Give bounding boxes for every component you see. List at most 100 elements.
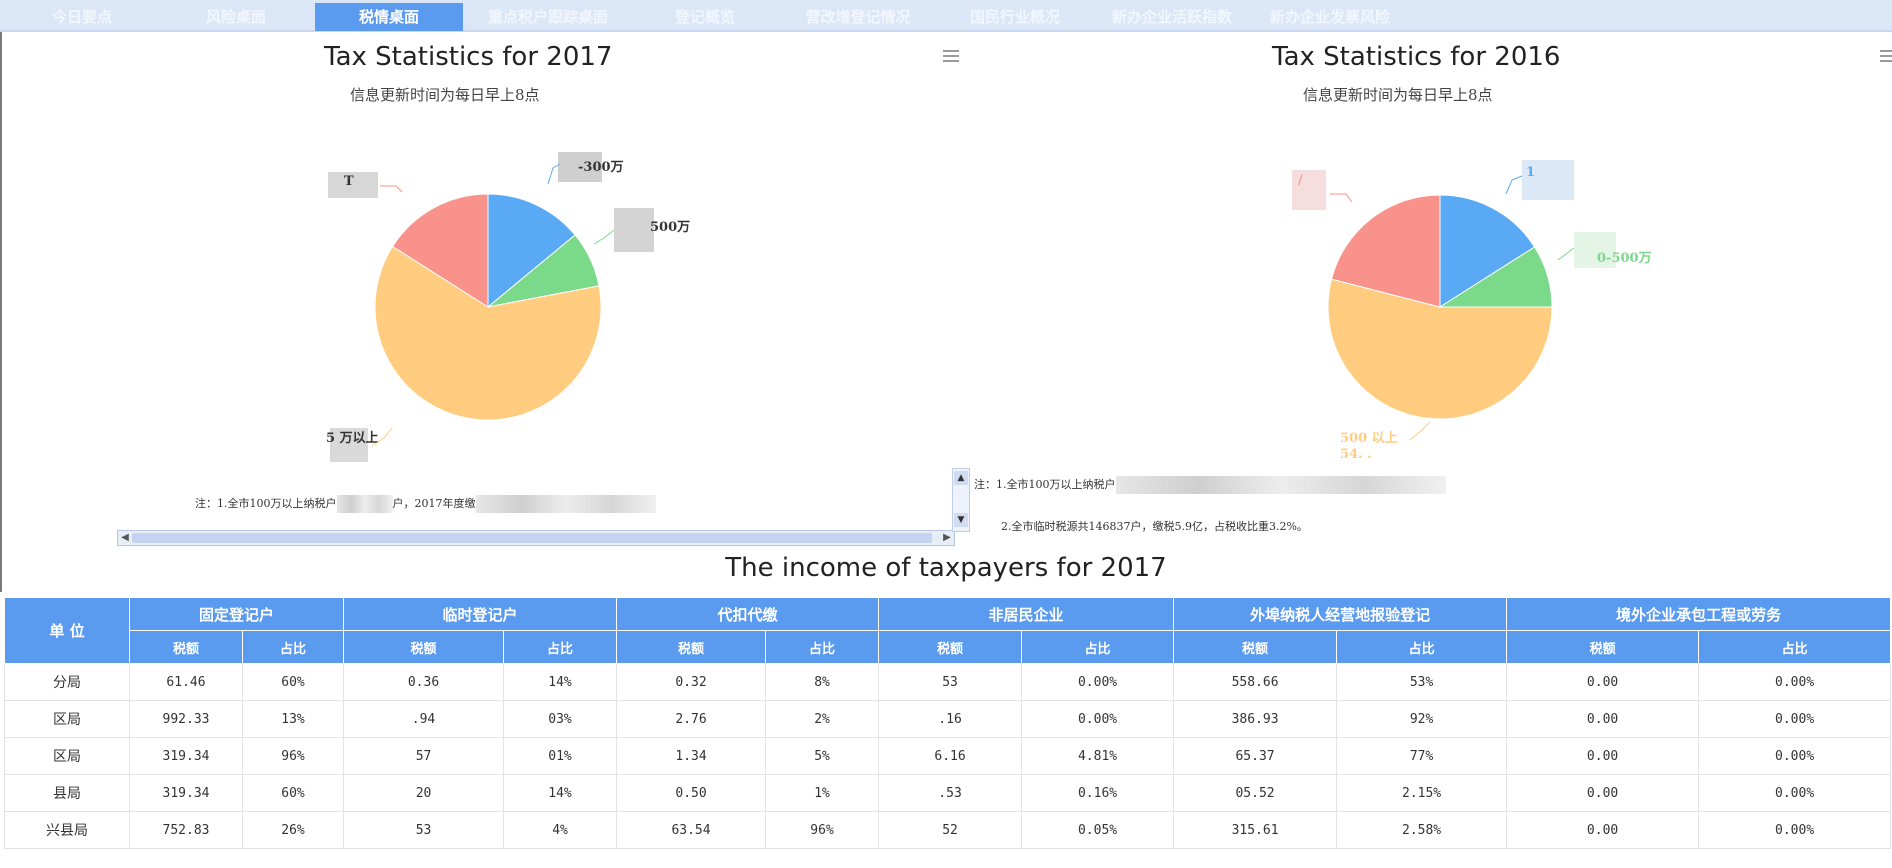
pie-slice-0[interactable] bbox=[1439, 194, 1536, 308]
cell-unit: 区局 bbox=[4, 700, 130, 738]
cell-tax: 0.00 bbox=[1506, 700, 1700, 738]
col-tax: 税额 bbox=[616, 630, 767, 664]
chart-2017-horizontal-scrollbar[interactable]: ◀ ▶ bbox=[117, 530, 955, 546]
tab-new-enterprise-invoice-risk[interactable]: 新办企业发票风险 bbox=[1269, 8, 1390, 26]
tab-key-taxpayer-tracking[interactable]: 重点税户跟踪桌面 bbox=[487, 8, 608, 26]
chart-2016-label-orange: 500 以上 bbox=[1340, 431, 1398, 446]
scroll-down-icon[interactable]: ▼ bbox=[954, 513, 968, 527]
cell-tax: 558.66 bbox=[1173, 663, 1338, 701]
cell-ratio: 0.00% bbox=[1021, 663, 1175, 701]
col-ratio: 占比 bbox=[1698, 630, 1892, 664]
chart-2017-pie: T -300万 500万 5 万以上 bbox=[326, 152, 690, 462]
cell-ratio: 8% bbox=[765, 663, 880, 701]
tab-tax-desktop[interactable]: 税情桌面 bbox=[315, 3, 463, 31]
cell-ratio: 60% bbox=[241, 774, 345, 812]
income-table: 单 位 固定登记户 临时登记户 代扣代缴 非居民企业 外埠纳税人经营地报验登记 … bbox=[4, 597, 1892, 849]
label-blur bbox=[328, 172, 378, 198]
cell-ratio: 03% bbox=[503, 700, 618, 738]
cell-tax: 0.00 bbox=[1506, 774, 1700, 812]
table-subheader-row: 税额 占比 税额 占比 税额 占比 税额 占比 税额 占比 税额 占比 bbox=[5, 630, 1892, 664]
chart-2016-footnote-1: 注：1.全市100万以上纳税户 bbox=[974, 476, 1446, 494]
chart-2017-menu-icon[interactable] bbox=[943, 50, 959, 64]
col-group-external: 外埠纳税人经营地报验登记 bbox=[1173, 597, 1508, 631]
leader-line bbox=[380, 185, 403, 193]
footnote-text-2: 户，2017年度缴 bbox=[392, 497, 476, 510]
cell-ratio: 96% bbox=[765, 811, 880, 849]
chart-2016-menu-icon[interactable] bbox=[1880, 50, 1892, 64]
col-ratio: 占比 bbox=[241, 630, 345, 664]
table-row: 分局 61.46 60% 0.36 14% 0.32 8% 53 0.00% 558.66 53% 0… bbox=[4, 663, 1892, 701]
chart-2017-labels: T -300万 500万 5 万以上 bbox=[326, 152, 690, 462]
redacted-block bbox=[1115, 476, 1446, 494]
cell-tax: 315.61 bbox=[1173, 811, 1338, 849]
cell-ratio: 77% bbox=[1336, 737, 1508, 775]
chart-2016-label-orange-value: 54. . bbox=[1340, 447, 1372, 462]
chart-2016-labels: / 1 0-500万 500 以上 54. . bbox=[1292, 160, 1652, 462]
cell-tax: .16 bbox=[878, 700, 1023, 738]
tab-vat-registration[interactable]: 营改增登记情况 bbox=[805, 8, 911, 26]
cell-ratio: 96% bbox=[241, 737, 345, 775]
tab-risk-desktop[interactable]: 风险桌面 bbox=[205, 8, 266, 26]
label-blur bbox=[1292, 170, 1326, 210]
cell-tax: 319.34 bbox=[129, 737, 243, 775]
leader-line bbox=[593, 229, 615, 245]
cell-tax: 386.93 bbox=[1173, 700, 1338, 738]
cell-tax: 992.33 bbox=[129, 700, 243, 738]
scroll-left-icon[interactable]: ◀ bbox=[121, 532, 129, 543]
cell-tax: 52 bbox=[878, 811, 1023, 849]
scroll-right-icon[interactable]: ▶ bbox=[943, 532, 951, 543]
cell-tax: 6.16 bbox=[878, 737, 1023, 775]
cell-ratio: 60% bbox=[241, 663, 345, 701]
cell-tax: 0.50 bbox=[616, 774, 767, 812]
cell-ratio: 0.00% bbox=[1698, 663, 1892, 701]
cell-ratio: 2.15% bbox=[1336, 774, 1508, 812]
cell-ratio: 14% bbox=[503, 663, 618, 701]
chart-2016-label-blue: 1 bbox=[1526, 165, 1535, 180]
chart-2016-vertical-scrollbar[interactable]: ▲ ▼ bbox=[952, 468, 970, 532]
table-header-row: 单 位 固定登记户 临时登记户 代扣代缴 非居民企业 外埠纳税人经营地报验登记 … bbox=[4, 597, 1892, 664]
col-tax: 税额 bbox=[343, 630, 505, 664]
chart-2017-label-blue: -300万 bbox=[578, 160, 624, 175]
pie-slice-2[interactable] bbox=[1327, 278, 1553, 420]
redacted-block bbox=[336, 495, 393, 513]
cell-unit: 兴县局 bbox=[4, 811, 130, 849]
top-nav-bar: 今日要点 风险桌面 税情桌面 重点税户跟踪桌面 登记概览 营改增登记情况 国民行… bbox=[0, 0, 1892, 32]
scroll-up-icon[interactable]: ▲ bbox=[954, 471, 968, 485]
cell-tax: 2.76 bbox=[616, 700, 767, 738]
tab-today-highlights[interactable]: 今日要点 bbox=[51, 8, 112, 26]
pie-slice-2[interactable] bbox=[374, 245, 602, 421]
cell-ratio: 0.00% bbox=[1698, 700, 1892, 738]
col-tax: 税额 bbox=[1173, 630, 1338, 664]
chart-2017-label-orange: 5 万以上 bbox=[326, 431, 379, 446]
left-frame-border bbox=[0, 32, 2, 592]
tab-industry-overview[interactable]: 国民行业概况 bbox=[969, 8, 1060, 26]
cell-ratio: 14% bbox=[503, 774, 618, 812]
table-row: 区局 992.33 13% .94 03% 2.76 2% .16 0.00% 386.93 92%… bbox=[4, 700, 1892, 738]
chart-2016-label-red: / bbox=[1298, 173, 1303, 188]
pie-slice-0[interactable] bbox=[487, 193, 576, 309]
cell-tax: 0.32 bbox=[616, 663, 767, 701]
cell-tax: 1.34 bbox=[616, 737, 767, 775]
pie-slice-3[interactable] bbox=[1330, 194, 1441, 308]
cell-ratio: 4.81% bbox=[1021, 737, 1175, 775]
tab-registration-overview[interactable]: 登记概览 bbox=[674, 8, 735, 26]
cell-tax: 319.34 bbox=[129, 774, 243, 812]
leader-line bbox=[1409, 421, 1431, 441]
tab-new-enterprise-activity[interactable]: 新办企业活跃指数 bbox=[1111, 8, 1232, 26]
cell-tax: 65.37 bbox=[1173, 737, 1338, 775]
cell-tax: 57 bbox=[343, 737, 505, 775]
cell-tax: 752.83 bbox=[129, 811, 243, 849]
cell-ratio: 26% bbox=[241, 811, 345, 849]
chart-2017-footnote: 注：1.全市100万以上纳税户 户，2017年度缴 bbox=[195, 495, 656, 513]
label-blur bbox=[1522, 160, 1574, 200]
pie-slice-3[interactable] bbox=[391, 193, 489, 308]
label-blur bbox=[558, 152, 602, 182]
label-blur bbox=[614, 208, 654, 252]
cell-tax: 61.46 bbox=[129, 663, 243, 701]
income-table-title: The income of taxpayers for 2017 bbox=[725, 553, 1167, 583]
cell-ratio: 0.00% bbox=[1698, 774, 1892, 812]
cell-unit: 县局 bbox=[4, 774, 130, 812]
scroll-thumb[interactable] bbox=[132, 533, 932, 543]
cell-ratio: 0.00% bbox=[1021, 700, 1175, 738]
chart-2017-label-red: T bbox=[344, 174, 354, 189]
